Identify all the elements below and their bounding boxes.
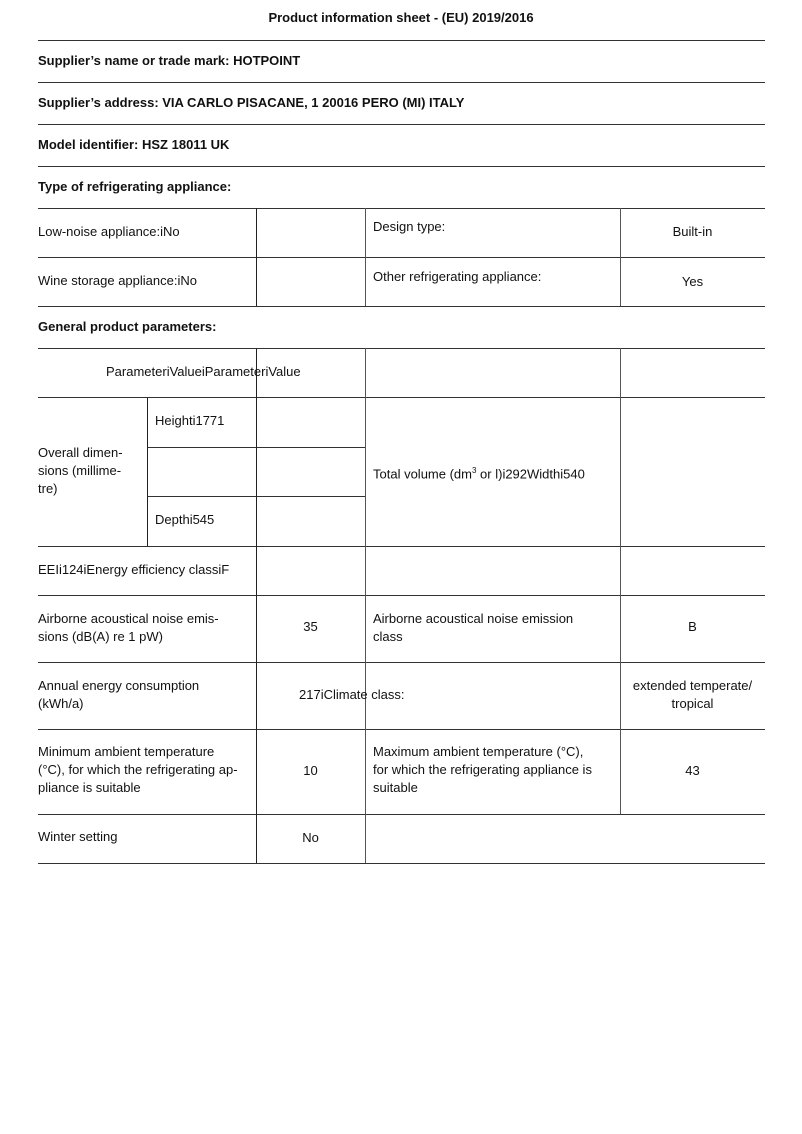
- total-volume: Total volume (dm3 or l)i292Widthi540: [373, 462, 585, 483]
- eei-energy-class: EEIi124iEnergy efficiency classiF: [38, 562, 230, 577]
- divider: [38, 40, 765, 41]
- energy-climate-text: 217iClimate class:: [299, 687, 405, 702]
- depth-value: Depthi545: [155, 512, 215, 527]
- design-type-value: Built-in: [672, 224, 713, 239]
- supplier-address: Supplier’s address: VIA CARLO PISACANE, …: [38, 95, 465, 110]
- winter-setting-label: Winter setting: [38, 829, 118, 844]
- column-line: [365, 348, 366, 863]
- design-type-label: Design type:: [373, 219, 446, 234]
- divider: [38, 595, 765, 596]
- divider: [38, 306, 765, 307]
- column-line: [620, 208, 621, 306]
- max-temp-value: 43: [685, 763, 700, 778]
- column-line: [147, 397, 148, 546]
- climate-class-value: extended temperate/ tropical: [632, 678, 753, 711]
- divider: [38, 208, 765, 209]
- divider: [38, 124, 765, 125]
- noise-value: 35: [303, 619, 318, 634]
- divider: [38, 662, 765, 663]
- divider: [38, 166, 765, 167]
- column-line: [365, 208, 366, 306]
- divider: [38, 257, 765, 258]
- noise-class-label: Airborne acoustical noise emission class: [373, 611, 574, 644]
- other-appliance-value: Yes: [681, 274, 704, 289]
- max-temp-label: Maximum ambient temperature (°C), for wh…: [373, 744, 592, 795]
- column-line: [256, 208, 257, 306]
- low-noise-appliance: Low-noise appliance:iNo: [38, 224, 180, 239]
- params-header: ParameteriValueiParameteriValue: [106, 364, 301, 379]
- supplier-name: Supplier’s name or trade mark: HOTPOINT: [38, 53, 301, 68]
- height-value: Heighti1771: [155, 413, 225, 428]
- min-temp-label: Minimum ambient temperature (°C), for wh…: [38, 744, 238, 795]
- column-line: [620, 348, 621, 814]
- divider: [38, 348, 765, 349]
- noise-label: Airborne acoustical noise emis- sions (d…: [38, 611, 219, 644]
- winter-setting-value: No: [302, 830, 319, 845]
- divider: [38, 82, 765, 83]
- total-volume-prefix: Total volume (dm: [373, 466, 472, 482]
- type-heading: Type of refrigerating appliance:: [38, 179, 232, 194]
- total-volume-suffix: or l)i292Widthi540: [476, 466, 585, 482]
- page-title: Product information sheet - (EU) 2019/20…: [268, 10, 534, 25]
- wine-storage-appliance: Wine storage appliance:iNo: [38, 273, 197, 288]
- column-line: [256, 348, 257, 863]
- divider: [38, 814, 765, 815]
- model-identifier: Model identifier: HSZ 18011 UK: [38, 137, 230, 152]
- superscript: 3: [471, 466, 477, 475]
- divider: [38, 863, 765, 864]
- other-appliance-label: Other refrigerating appliance:: [373, 269, 542, 284]
- overall-dimensions-label: Overall dimen- sions (millime- tre): [38, 445, 123, 496]
- noise-class-value: B: [688, 619, 697, 634]
- divider: [38, 397, 765, 398]
- energy-consumption-label: Annual energy consumption (kWh/a): [38, 678, 200, 711]
- general-heading: General product parameters:: [38, 319, 217, 334]
- min-temp-value: 10: [303, 763, 318, 778]
- divider: [38, 546, 765, 547]
- divider: [38, 729, 765, 730]
